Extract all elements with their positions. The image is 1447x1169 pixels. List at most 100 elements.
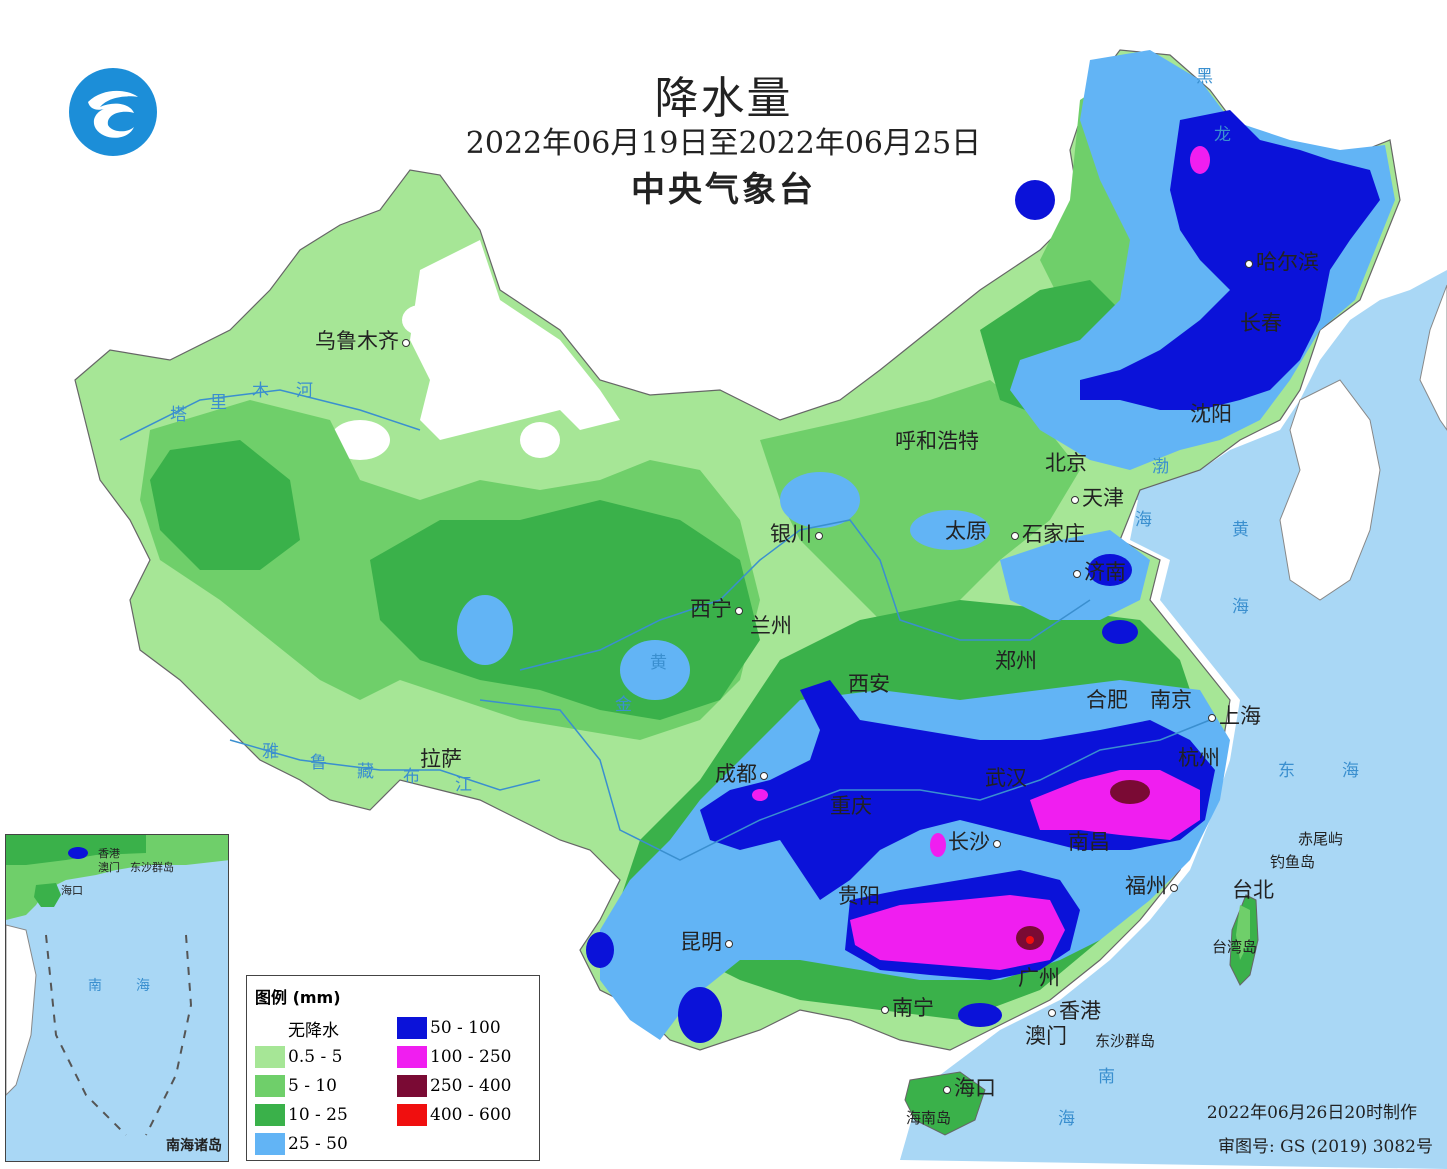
city-beijing: 北京 xyxy=(1045,451,1087,475)
inset-sea-2: 海 xyxy=(136,978,150,994)
legend-item-50-100: 50 - 100 xyxy=(397,1016,501,1040)
label-huanghai-1: 黄 xyxy=(1232,520,1249,540)
city-shenyang: 沈阳 xyxy=(1190,402,1232,426)
label-huanghai-2: 海 xyxy=(1232,597,1249,617)
label-tarim-1: 塔 xyxy=(170,405,187,425)
legend-item-250-400: 250 - 400 xyxy=(397,1074,511,1098)
city-taipei: 台北 xyxy=(1232,878,1274,902)
inset-hainan xyxy=(34,883,61,907)
rain-50-100-patch xyxy=(1015,180,1055,220)
label-tarim-3: 木 xyxy=(252,381,269,401)
legend-swatch xyxy=(397,1104,427,1126)
city-shijiazhuang: 石家庄 xyxy=(1008,518,1085,548)
rain-25-50-patch xyxy=(910,510,990,550)
city-xian: 西安 xyxy=(848,672,890,696)
city-shanghai: 上海 xyxy=(1205,700,1261,730)
inset-canvas xyxy=(6,835,228,1136)
legend-swatch xyxy=(255,1046,285,1068)
label-dongsha: 东沙群岛 xyxy=(1095,1032,1156,1050)
label-hainan: 海南岛 xyxy=(906,1109,952,1127)
label-yarlung-1: 雅 xyxy=(262,742,279,762)
inset-blue-patch xyxy=(68,847,88,859)
rain-100-250-patch xyxy=(1190,146,1210,174)
label-heilong-2: 龙 xyxy=(1214,125,1231,145)
legend-title: 图例 (mm) xyxy=(255,988,341,1007)
rain-50-100-patch xyxy=(678,987,722,1043)
taiwan-rain xyxy=(1236,905,1250,960)
city-jinan: 济南 xyxy=(1070,556,1126,586)
legend-swatch xyxy=(397,1017,427,1039)
inset-hongkong: 香港 xyxy=(98,847,120,860)
rain-50-100-patch xyxy=(1102,620,1138,644)
label-chiwei: 赤尾屿 xyxy=(1298,830,1344,848)
inset-haikou: 海口 xyxy=(61,884,83,897)
south-china-sea-inset: 香港 澳门 东沙群岛 海口 南 海 南海诸岛 xyxy=(5,834,229,1162)
rain-50-100-patch xyxy=(586,932,614,968)
city-xining: 西宁 xyxy=(690,593,746,623)
city-tianjin: 天津 xyxy=(1068,482,1124,512)
rain-5-10-zone xyxy=(760,380,1080,640)
legend-item-none: 无降水 xyxy=(255,1016,339,1041)
label-taiwan: 台湾岛 xyxy=(1212,938,1258,956)
city-chongqing: 重庆 xyxy=(830,794,872,818)
label-tarim-4: 河 xyxy=(296,381,313,401)
city-zhengzhou: 郑州 xyxy=(995,649,1037,673)
city-chengdu: 成都 xyxy=(715,758,771,788)
label-nanhai-1: 南 xyxy=(1098,1067,1115,1087)
korea-land xyxy=(1279,379,1381,601)
city-nanchang: 南昌 xyxy=(1068,830,1110,854)
inset-dongsha: 东沙群岛 xyxy=(130,861,174,874)
organization: 中央气象台 xyxy=(631,170,816,210)
hainan-island xyxy=(904,1071,986,1136)
city-yinchuan: 银川 xyxy=(770,518,826,548)
label-yarlung-5: 江 xyxy=(455,775,472,795)
rain-25-50-patch xyxy=(780,472,860,528)
label-yarlung-2: 鲁 xyxy=(310,753,327,773)
map-review-number: 审图号: GS (2019) 3082号 xyxy=(1218,1137,1433,1157)
legend-swatch xyxy=(255,1133,285,1155)
rain-400-600-patch xyxy=(1026,936,1034,944)
city-harbin: 哈尔滨 xyxy=(1242,246,1319,276)
rain-50-100-zone xyxy=(1080,110,1380,410)
label-yarlung-3: 藏 xyxy=(357,762,374,782)
city-macau: 澳门 xyxy=(1025,1024,1067,1048)
legend-item-10-25: 10 - 25 xyxy=(255,1103,348,1127)
rain-25-50-patch xyxy=(620,640,690,700)
japan-land xyxy=(1419,284,1447,431)
legend-swatch xyxy=(255,1075,285,1097)
label-heilong-1: 黑 xyxy=(1196,67,1213,87)
city-hohhot: 呼和浩特 xyxy=(895,429,979,453)
yellow-river xyxy=(519,519,1091,671)
label-bohai: 渤 xyxy=(1152,457,1169,477)
rain-50-100-patch xyxy=(1088,554,1132,586)
label-jinsha: 金 xyxy=(615,695,632,715)
yarlung-river xyxy=(229,739,541,791)
legend-item-25-50: 25 - 50 xyxy=(255,1132,348,1156)
city-fuzhou: 福州 xyxy=(1125,870,1181,900)
legend-swatch xyxy=(255,1017,285,1039)
legend-swatch xyxy=(397,1046,427,1068)
map-title: 降水量 xyxy=(654,73,793,124)
city-guangzhou: 广州 xyxy=(1018,966,1060,990)
cma-logo xyxy=(69,68,157,156)
city-hefei: 合肥 xyxy=(1086,688,1128,712)
city-hangzhou: 杭州 xyxy=(1178,746,1220,770)
city-kunming: 昆明 xyxy=(680,926,736,956)
inset-sea-1: 南 xyxy=(88,978,102,994)
label-donghai-2: 海 xyxy=(1342,761,1359,781)
label-donghai-1: 东 xyxy=(1278,761,1295,781)
city-guiyang: 贵阳 xyxy=(838,884,880,908)
rain-50-100-patch xyxy=(958,1003,1002,1027)
rain-100-250-patch xyxy=(930,833,946,857)
city-urumqi: 乌鲁木齐 xyxy=(315,325,413,355)
city-changsha: 长沙 xyxy=(948,826,1004,856)
rain-250-400-patch xyxy=(1110,780,1150,804)
legend-item-400-600: 400 - 600 xyxy=(397,1103,511,1127)
yangtze-river xyxy=(479,699,1211,861)
legend-item-0-5: 0.5 - 5 xyxy=(255,1045,342,1069)
no-rain-area xyxy=(410,240,620,440)
legend-item-100-250: 100 - 250 xyxy=(397,1045,511,1069)
label-nanhai-2: 海 xyxy=(1058,1109,1075,1129)
